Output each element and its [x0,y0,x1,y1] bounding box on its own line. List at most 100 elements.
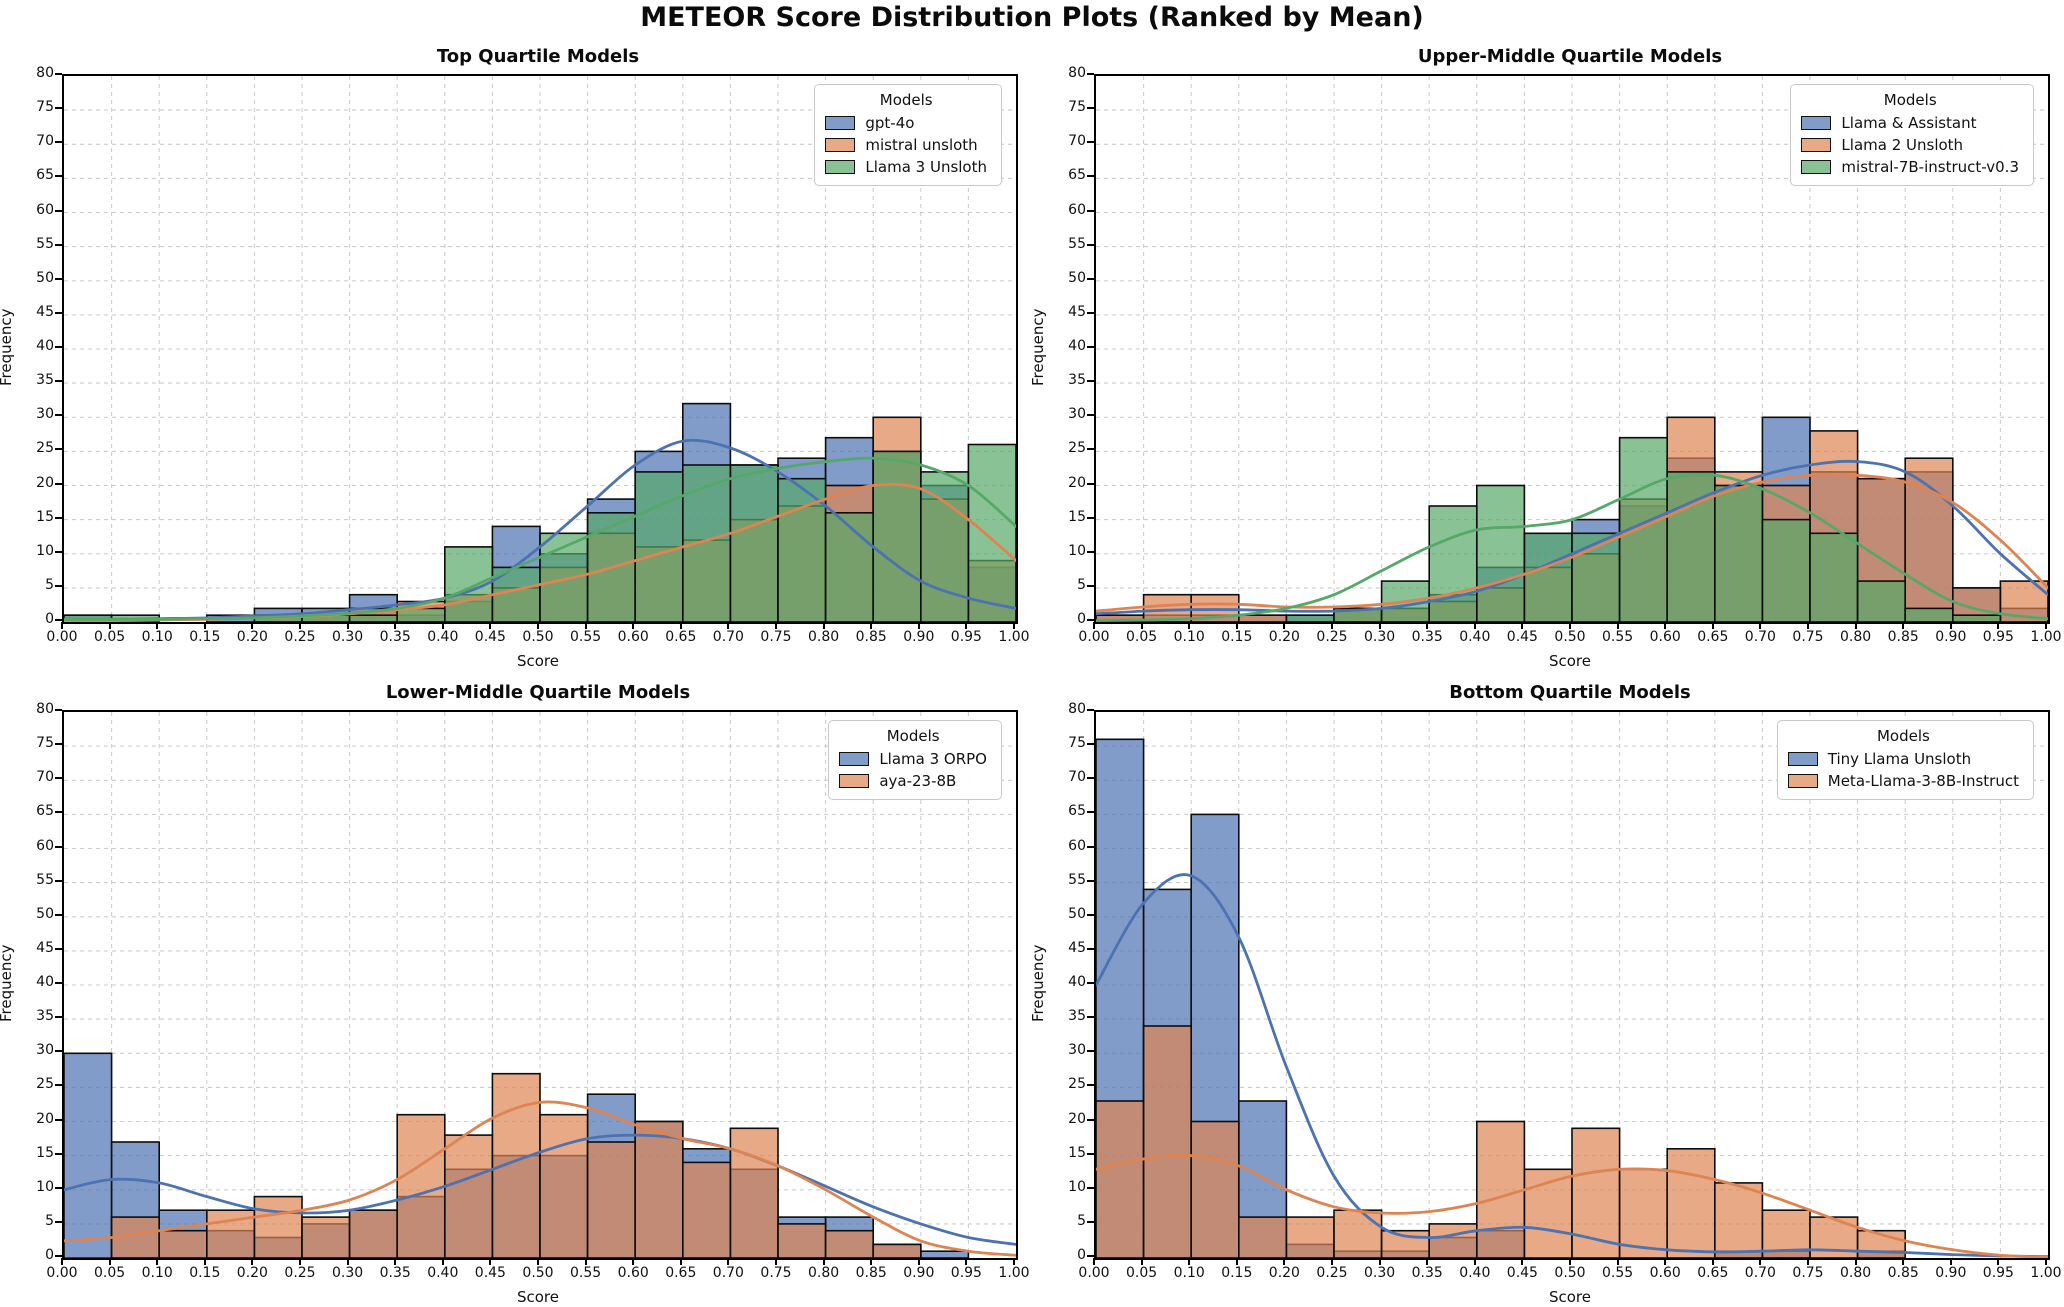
x-tick-label: 0.60 [617,1265,649,1281]
legend-label: gpt-4o [865,114,915,132]
y-tick-mark [55,209,62,212]
x-tick-label: 0.20 [1268,1265,1300,1281]
y-tick-label: 45 [1068,303,1086,320]
legend-item: mistral unsloth [825,136,987,154]
x-tick-label: 0.70 [712,1265,744,1281]
x-tick-label: 0.95 [950,1265,982,1281]
y-tick-label: 10 [36,1178,54,1195]
y-tick-mark [55,243,62,246]
histogram-bar [206,1209,256,1258]
y-tick-mark [1087,380,1094,383]
histogram-bar [872,450,922,622]
legend-item: Meta-Llama-3-8B-Instruct [1787,772,2019,790]
x-tick-mark [1093,622,1095,629]
histogram-bar [1904,607,1954,622]
y-tick-mark [55,414,62,417]
x-tick-label: 0.40 [1459,629,1491,645]
y-tick-label: 0 [1077,611,1086,627]
y-tick-mark [1087,982,1094,984]
x-tick-mark [394,1258,397,1265]
kde-curve [64,456,1016,621]
legend-label: Llama 3 ORPO [879,750,987,768]
y-tick-mark [1087,277,1094,280]
y-tick-label: 80 [36,65,54,81]
y-tick-mark [1087,879,1094,882]
y-tick-mark [1087,482,1094,485]
legend: Models gpt-4o mistral unsloth Llama 3 Unslo… [814,84,1002,186]
legend-title: Models [879,91,933,109]
x-tick-label: 0.95 [950,629,982,645]
x-tick-label: 0.85 [855,1265,887,1281]
x-tick-label: 0.75 [760,1265,792,1281]
y-tick-label: 0 [45,611,54,627]
y-tick-mark [55,1220,62,1223]
x-tick-label: 0.40 [427,1265,459,1281]
x-tick-mark [1093,1258,1095,1265]
subplot-top-quartile: Top Quartile Models Frequency Score 0 5 10… [0,40,1032,672]
histogram-bar [1713,1182,1764,1258]
x-axis-label: Score [1548,1288,1591,1306]
histogram-bar [919,471,970,622]
x-tick-label: 0.80 [808,1265,840,1281]
x-tick-label: 0.30 [1364,1265,1396,1281]
y-tick-label: 20 [36,474,54,491]
x-tick-label: 0.05 [1126,1265,1158,1281]
x-tick-label: 0.85 [1887,629,1919,645]
y-tick-label: 30 [1068,406,1086,423]
legend-swatch-icon [1801,138,1832,152]
x-tick-label: 0.30 [332,1265,364,1281]
histogram-bar [1856,580,1906,622]
y-tick-mark [55,346,62,348]
y-tick-mark [55,1084,62,1087]
histogram-bar [1285,1216,1335,1258]
legend-label: mistral-7B-instruct-v0.3 [1841,158,2019,176]
y-tick-label: 5 [1077,1212,1086,1229]
legend-swatch-icon [825,116,856,130]
x-tick-mark [965,1258,968,1265]
y-tick-label: 55 [1068,235,1086,252]
y-tick-label: 80 [36,701,54,717]
x-tick-mark [1569,1258,1571,1265]
x-tick-label: 0.20 [1268,629,1300,645]
x-axis-label: Score [516,652,559,670]
y-tick-label: 70 [36,769,54,786]
x-tick-mark [61,622,63,629]
histogram-bar [729,464,779,622]
y-tick-mark [1087,845,1094,848]
x-tick-mark [156,1258,159,1265]
histogram-bar [1475,484,1526,622]
y-tick-label: 70 [1068,133,1086,150]
x-tick-mark [346,1258,349,1265]
x-tick-label: 0.95 [1982,1265,2014,1281]
x-tick-label: 0.75 [1792,629,1824,645]
histogram-canvas [64,76,1016,622]
y-tick-label: 65 [1068,803,1086,820]
y-tick-label: 15 [36,508,54,525]
y-tick-label: 25 [36,1076,54,1093]
y-tick-label: 75 [36,99,54,116]
x-tick-label: 0.50 [522,629,554,645]
histogram-bar [348,614,399,622]
x-tick-mark [1854,622,1857,629]
y-tick-label: 25 [36,440,54,457]
y-tick-mark [55,879,62,882]
y-tick-label: 55 [1068,871,1086,888]
x-tick-label: 0.20 [236,1265,268,1281]
histogram-bar [1523,532,1573,622]
x-tick-mark [489,1258,492,1265]
x-tick-mark [394,622,397,629]
y-tick-mark [55,777,62,780]
x-tick-label: 0.35 [1411,629,1443,645]
x-tick-label: 0.65 [1697,1265,1729,1281]
y-tick-label: 30 [1068,1042,1086,1059]
x-tick-label: 0.70 [712,629,744,645]
x-tick-label: 0.15 [189,1265,221,1281]
y-tick-mark [1087,141,1094,144]
y-tick-label: 70 [1068,769,1086,786]
y-tick-mark [1087,1220,1094,1223]
y-tick-mark [55,550,62,553]
x-tick-label: 0.40 [427,629,459,645]
y-tick-label: 45 [36,303,54,320]
histogram-bar [872,1243,922,1258]
x-tick-mark [203,622,206,629]
